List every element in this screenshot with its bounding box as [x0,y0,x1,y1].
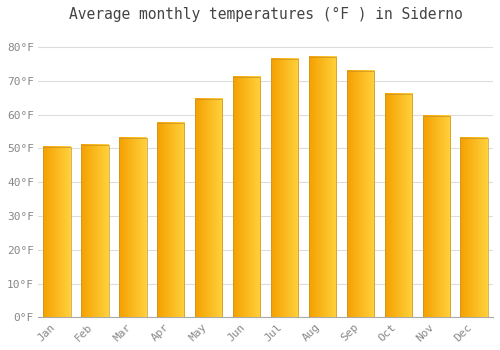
Bar [195,99,222,317]
Bar [309,57,336,317]
Title: Average monthly temperatures (°F ) in Siderno: Average monthly temperatures (°F ) in Si… [68,7,462,22]
Bar [346,71,374,317]
Bar [384,94,412,317]
Bar [233,77,260,317]
Bar [82,145,108,317]
Bar [422,116,450,317]
Bar [460,138,487,317]
Bar [119,138,146,317]
Bar [157,123,184,317]
Bar [44,147,70,317]
Bar [271,59,298,317]
